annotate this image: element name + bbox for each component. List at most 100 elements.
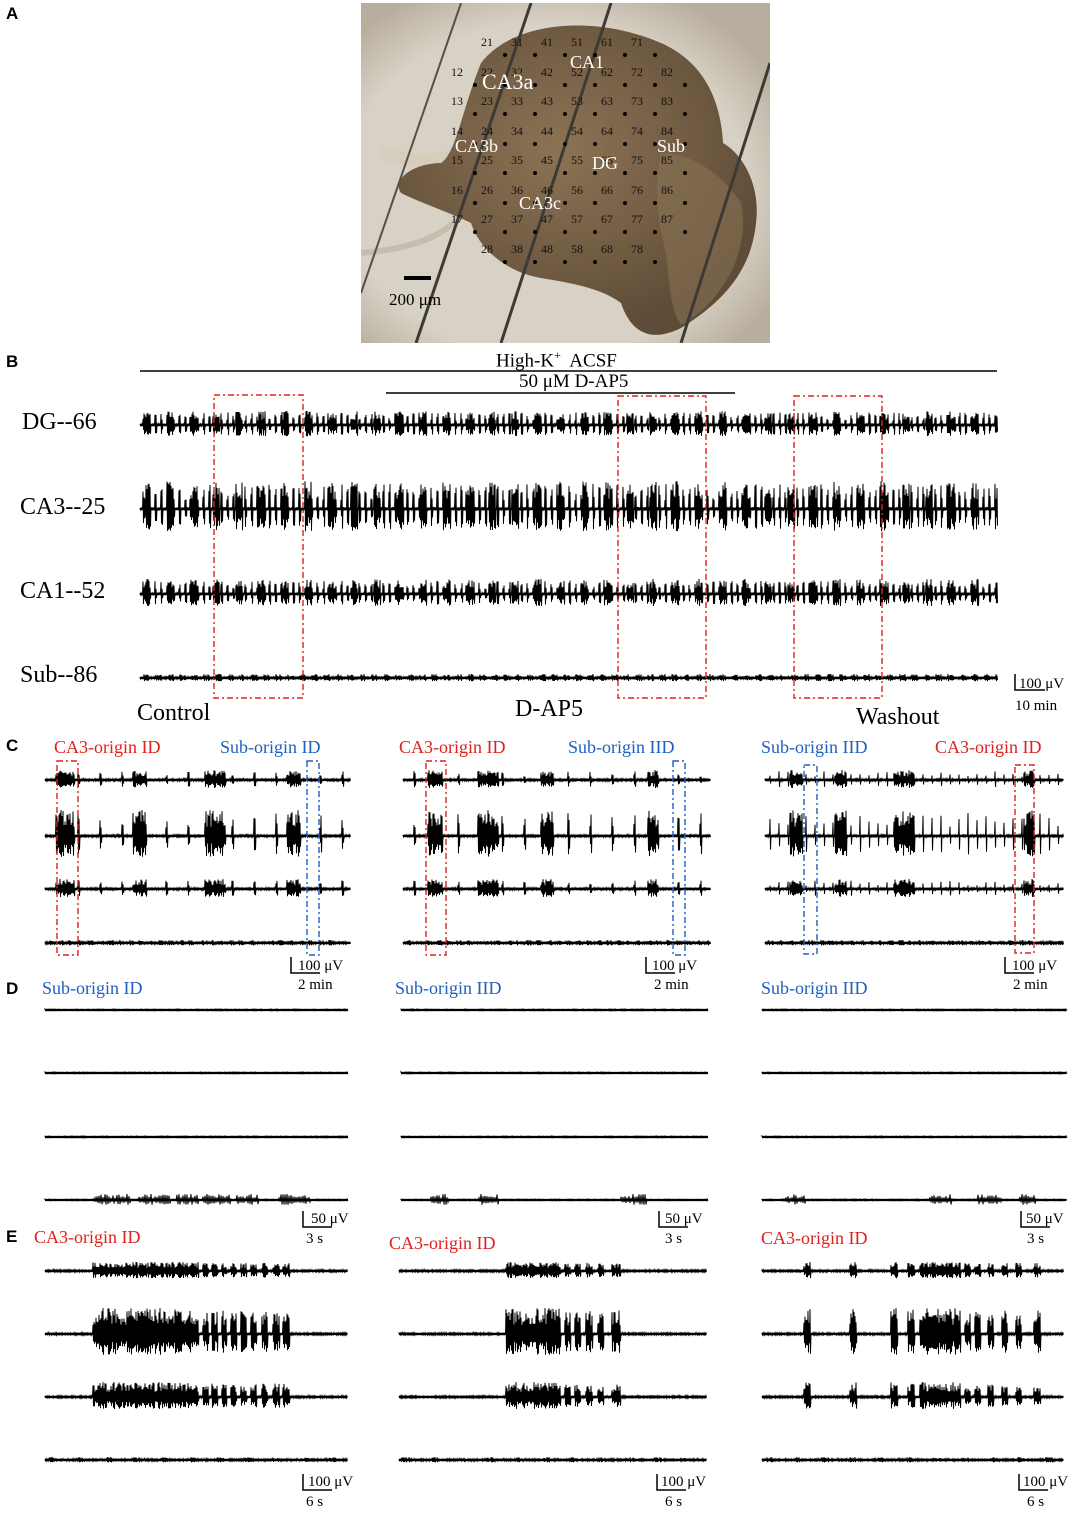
electrode-label: 76 xyxy=(631,182,643,197)
electrode-label: 64 xyxy=(601,123,613,138)
trace-c-col3-row2 xyxy=(764,810,1064,857)
scalebar-e-col3 xyxy=(1018,1474,1048,1491)
electrode-label: 36 xyxy=(511,182,523,197)
electrode-label: 43 xyxy=(541,94,553,108)
electrode-label: 75 xyxy=(631,153,643,167)
scalebar-d-col3 xyxy=(1020,1211,1050,1228)
electrode-dot xyxy=(623,82,627,87)
electrode-dot xyxy=(653,200,657,205)
panel-c-col1-scale-time: 2 min xyxy=(298,977,333,993)
panel-label-e: E xyxy=(6,1227,18,1246)
scalebar-b xyxy=(1014,674,1045,691)
electrode-label: 74 xyxy=(631,123,643,138)
electrode-label: 52 xyxy=(571,64,583,79)
electrode-label: 38 xyxy=(511,241,523,256)
electrode-label: 46 xyxy=(541,182,553,197)
panel-c-col1-left-title: CA3-origin ID xyxy=(54,737,161,757)
electrode-dot xyxy=(473,171,477,175)
electrode-dot xyxy=(623,259,627,264)
region-label-ca1: CA1 xyxy=(570,52,605,72)
electrode-dot xyxy=(503,53,507,57)
panel-c-col3-right-title: CA3-origin ID xyxy=(935,737,1042,757)
electrode-dot xyxy=(503,141,507,146)
electrode-label: 23 xyxy=(481,94,493,108)
electrode-label: 57 xyxy=(571,212,583,226)
scalebar-e-col2 xyxy=(656,1474,686,1491)
electrode-label: 25 xyxy=(481,153,493,167)
trace-c-col2-row2 xyxy=(402,810,711,857)
photo-scalebar-label: 200 μm xyxy=(389,290,442,309)
electrode-dot xyxy=(593,200,597,205)
panel-c-col1-right-title: Sub-origin ID xyxy=(220,737,321,757)
electrode-dot xyxy=(683,112,687,116)
condition-label-control: Control xyxy=(137,700,211,726)
electrode-dot xyxy=(533,141,537,146)
hippocampal-slice-photo: 21 31 41 51 61 71 12 22 32 42 52 62 72 82 13 23 33 43 53 63… xyxy=(361,3,770,343)
electrode-dot xyxy=(653,82,657,87)
electrode-label: 73 xyxy=(631,94,643,108)
panel-e-col1-title: CA3-origin ID xyxy=(34,1227,141,1247)
electrode-label: 28 xyxy=(481,241,493,256)
condition-label-dap5: D-AP5 xyxy=(515,696,584,722)
panel-e-col2-scale-time: 6 s xyxy=(665,1494,683,1510)
electrode-dot xyxy=(593,82,597,87)
electrode-dot xyxy=(683,82,687,87)
channel-label-ca325: CA3--25 xyxy=(20,494,106,520)
electrode-dot xyxy=(563,200,567,205)
trace-e-col2-row2 xyxy=(398,1308,707,1355)
panel-c-col3-scale-voltage: 100 μV xyxy=(1012,958,1058,974)
electrode-dot xyxy=(533,259,537,264)
electrode-label: 63 xyxy=(601,94,613,108)
electrode-dot xyxy=(653,230,657,234)
electrode-label: 67 xyxy=(601,212,613,226)
electrode-dot xyxy=(503,259,507,264)
electrode-dot xyxy=(473,200,477,205)
electrode-label: 26 xyxy=(481,182,493,197)
electrode-label: 78 xyxy=(631,241,643,256)
electrode-label: 24 xyxy=(481,123,493,138)
electrode-dot xyxy=(503,200,507,205)
panel-e-col1-scale-time: 6 s xyxy=(306,1494,324,1510)
scalebar-d-col1 xyxy=(302,1211,332,1228)
electrode-label: 37 xyxy=(511,212,523,226)
electrode-dot xyxy=(473,141,477,146)
electrode-label: 12 xyxy=(451,64,463,79)
panel-c-col2-left-title: CA3-origin ID xyxy=(399,737,506,757)
electrode-label: 68 xyxy=(601,241,613,256)
panel-d-col1-title: Sub-origin ID xyxy=(42,978,143,998)
electrode-dot xyxy=(623,112,627,116)
electrode-label: 51 xyxy=(571,35,583,49)
scalebar-c-col1 xyxy=(290,957,320,974)
box-b-dap5 xyxy=(617,395,707,699)
trace-b-dg66 xyxy=(139,411,998,437)
box-c-col3-left xyxy=(803,764,818,955)
panel-b-scale-voltage: 100 μV xyxy=(1019,676,1065,692)
box-c-col2-right xyxy=(672,760,686,956)
panel-d-col3-title: Sub-origin IID xyxy=(761,978,868,998)
box-b-washout xyxy=(793,395,883,699)
panel-d-col2-title: Sub-origin IID xyxy=(395,978,502,998)
electrode-dot xyxy=(593,259,597,264)
panel-label-c: C xyxy=(6,736,19,755)
electrode-dot xyxy=(503,82,507,87)
electrode-dot xyxy=(683,141,687,146)
trace-e-col3-row3 xyxy=(761,1382,1064,1409)
electrode-dot xyxy=(533,200,537,205)
electrode-dot xyxy=(503,230,507,234)
region-label-ca3c: CA3c xyxy=(519,193,561,213)
scalebar-e-col1 xyxy=(302,1474,332,1491)
panel-c-col2-right-title: Sub-origin IID xyxy=(568,737,675,757)
electrode-dot xyxy=(503,112,507,116)
scalebar-c-col3 xyxy=(1004,957,1034,974)
electrode-dot xyxy=(563,171,567,175)
electrode-label: 87 xyxy=(661,212,673,226)
panel-label-a: A xyxy=(6,4,19,23)
panel-d-col1-scale-voltage: 50 μV xyxy=(311,1211,349,1227)
region-label-dg: DG xyxy=(592,153,618,173)
electrode-label: 85 xyxy=(661,153,673,167)
electrode-dot xyxy=(683,200,687,205)
channel-label-dg66: DG--66 xyxy=(22,409,97,435)
electrode-dot xyxy=(473,82,477,87)
acsf-label-main: High-K xyxy=(496,350,555,372)
